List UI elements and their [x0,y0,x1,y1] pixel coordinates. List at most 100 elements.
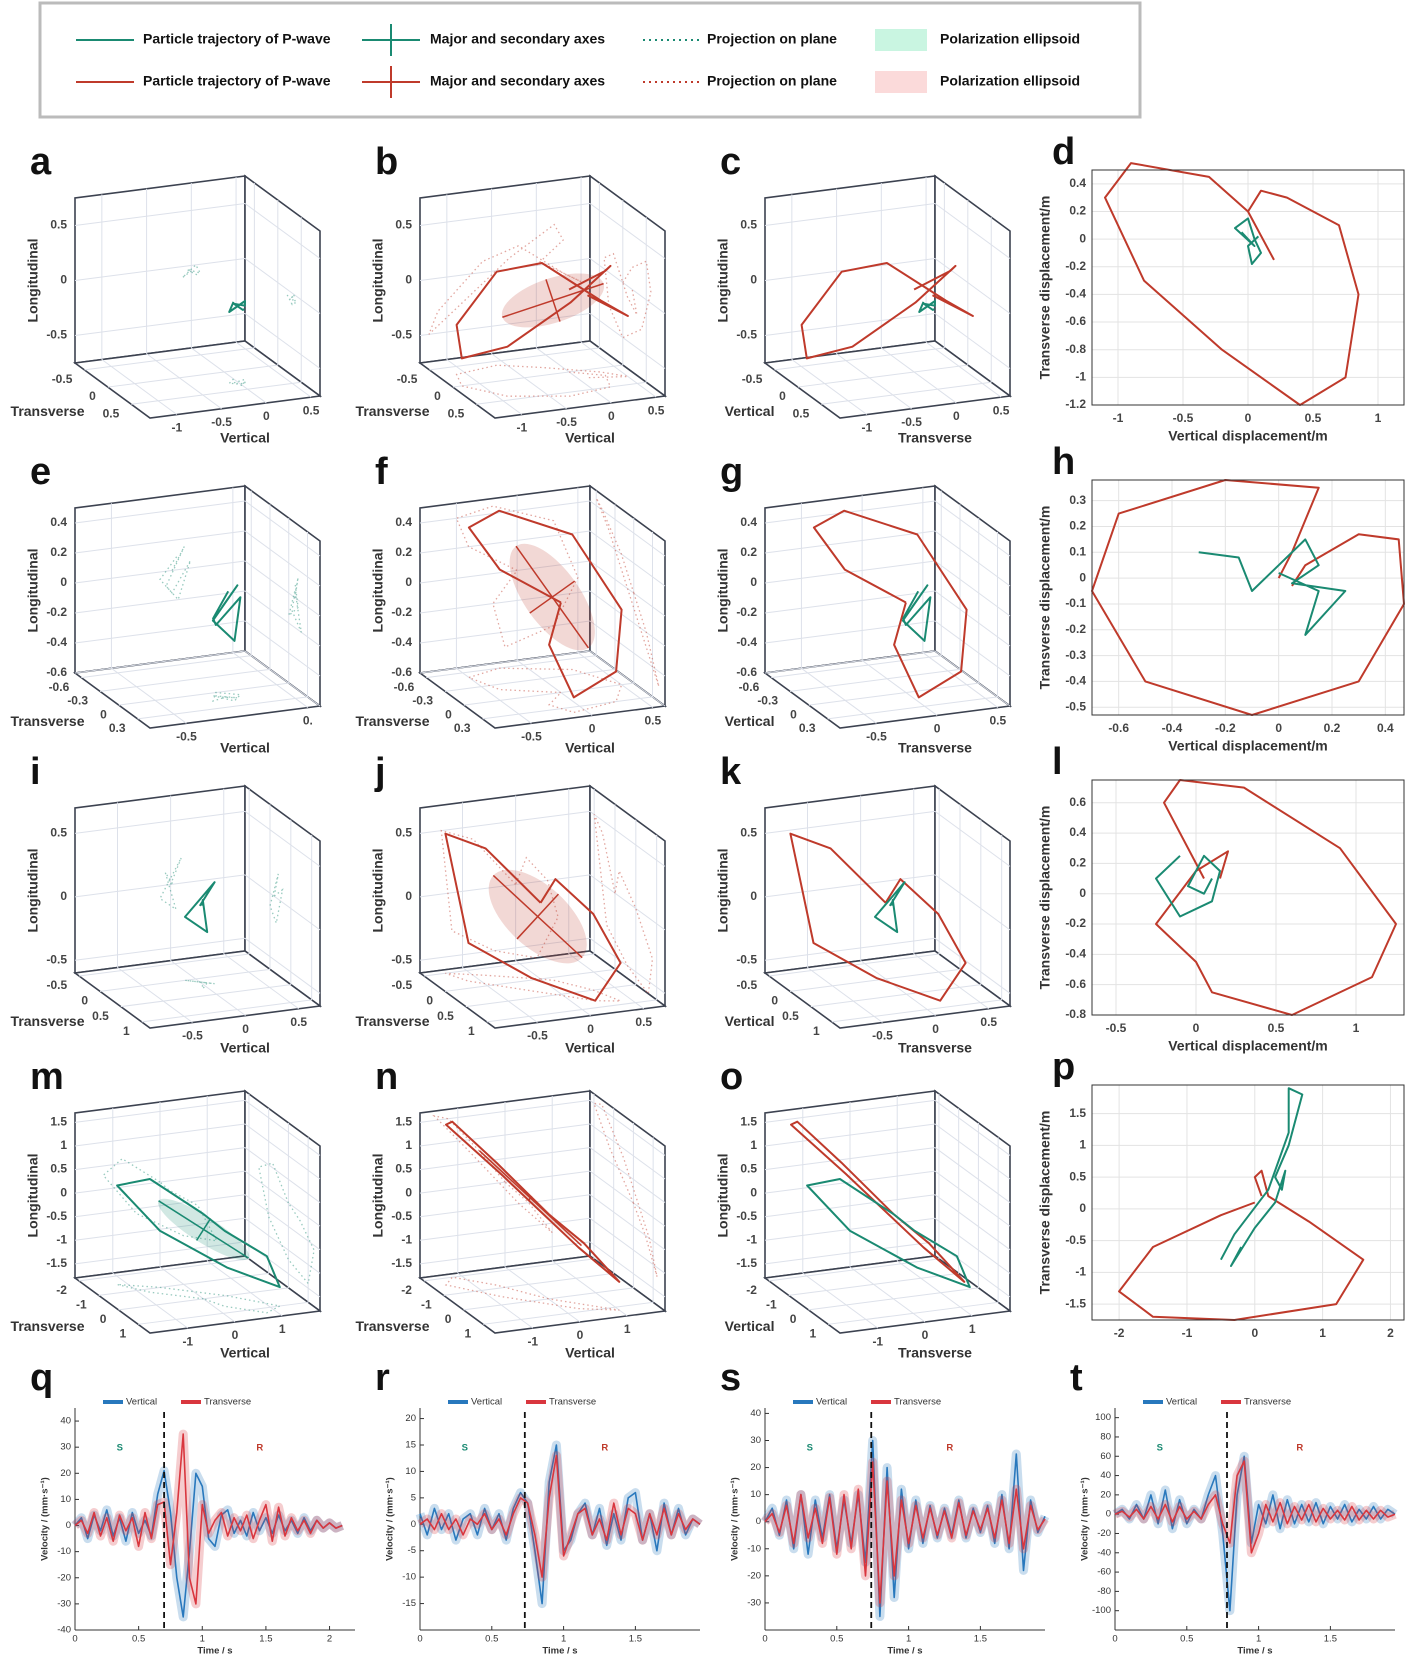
y-tick-label: 0.2 [1069,519,1086,533]
projection [212,691,242,702]
y-tick-label: 0.5 [645,714,662,728]
grid-line [808,682,979,706]
projection [593,814,654,996]
grid-line [159,1266,236,1323]
grid-line [74,203,246,226]
projection [116,1283,282,1314]
x-tick-label: -0.3 [412,694,433,708]
grid-line [934,1100,1011,1156]
y-tick-label: -0.2 [1065,916,1086,930]
grid-line [486,999,657,1023]
z-tick-label: 0 [405,575,412,589]
x-axis-label: Time / s [1237,1646,1272,1657]
grid-line [589,1241,666,1298]
grid-line [934,1194,1011,1251]
y-tick-label: 0 [263,409,270,423]
trajectory [184,881,216,934]
trajectory [444,832,622,1002]
panel-letter: r [375,1357,390,1399]
y-tick-label: -0.2 [1065,259,1086,273]
x-axis-label: Vertical displacement/m [1168,738,1328,754]
y-tick-label: 30 [60,1442,71,1453]
secondary-axis [195,1218,212,1241]
grid-line [589,258,666,314]
grid-line [429,347,600,371]
z-tick-label: -0.5 [736,952,757,966]
series-line [764,1461,1046,1604]
x-tick-label: -2 [1114,1326,1125,1340]
z-axis-label: Longitudinal [370,1154,386,1238]
legend-label: Particle trajectory of P-wave [143,31,331,47]
legend-label: Polarization ellipsoid [940,31,1080,47]
legend-label: Transverse [204,1397,251,1408]
x-tick-label: 0 [1112,1634,1117,1645]
z-tick-label: -0.5 [46,328,67,342]
y-tick-label: -60 [1097,1567,1111,1578]
y-tick-label: -0.5 [521,729,542,743]
x-tick-label: 0.5 [830,1634,843,1645]
y-axis-label: Vertical [220,1345,270,1361]
y-tick-label: -100 [1092,1605,1111,1616]
z-axis-label: Longitudinal [25,1154,41,1238]
grid-line [774,347,945,371]
legend-icon [875,71,927,93]
x-tick-label: -0.6 [739,680,760,694]
z-tick-label: 0 [750,273,757,287]
y-tick-label: 100 [1095,1412,1111,1423]
grid-line [810,984,981,1008]
y-tick-label: 0.4 [1069,825,1086,839]
y-tick-label: -40 [1097,1547,1111,1558]
z-tick-label: 0 [60,273,67,287]
legend-label: Projection on plane [707,31,837,47]
grid-line [74,590,246,614]
y-axis-label: Vertical [565,430,615,446]
y-tick-label: 5 [411,1492,416,1503]
panel-letter: d [1052,131,1075,173]
box-face [764,785,936,974]
y-tick-label: -20 [747,1570,761,1581]
z-tick-label: -1 [746,1232,757,1246]
y-tick-label: -1 [527,1334,538,1348]
x-tick-label: 1.5 [1324,1634,1337,1645]
x-tick-label: -0.6 [394,680,415,694]
legend-label: Particle trajectory of P-wave [143,73,331,89]
grid-line [81,655,252,679]
z-tick-label: -0.4 [46,635,67,649]
grid-line [536,347,612,404]
y-axis-label: Vertical [220,1040,270,1056]
z-tick-label: -0.2 [736,605,757,619]
grid-line [244,313,321,369]
grid-line [120,984,291,1008]
grid-line [99,668,271,692]
panel-letter: k [720,751,742,793]
x-tick-label: -1 [766,1298,777,1312]
y-axis-label: Vertical [220,740,270,756]
x-tick-label: 1 [561,1634,566,1645]
legend-icon [875,29,927,51]
grid-line [568,953,645,1010]
grid-line [84,347,255,371]
legend-label: Projection on plane [707,73,837,89]
plot-frame [1091,479,1405,716]
z-tick-label: 1.5 [395,1115,412,1129]
y-axis-label: Vertical [565,1345,615,1361]
y-tick-label: -20 [1097,1528,1111,1539]
y-tick-label: 0 [1079,570,1086,584]
grid-line [146,353,222,410]
y-tick-label: -1.5 [1065,1296,1086,1310]
grid-line [589,810,666,867]
z-tick-label: -0.2 [391,605,412,619]
x-tick-label: -0.6 [49,680,70,694]
z-tick-label: -1.5 [46,1256,67,1270]
z-tick-label: 0 [750,1185,757,1199]
box-face [417,950,668,1029]
z-tick-label: 1 [405,1138,412,1152]
grid-line [118,682,289,706]
grid-line [419,810,591,834]
plot-frame [1091,779,1405,1016]
trajectory [812,509,968,699]
x-tick-label: 0 [1275,721,1282,735]
y-tick-label: 20 [405,1413,416,1424]
y-tick-label: 0.5 [990,714,1007,728]
grid-line [244,1170,321,1227]
